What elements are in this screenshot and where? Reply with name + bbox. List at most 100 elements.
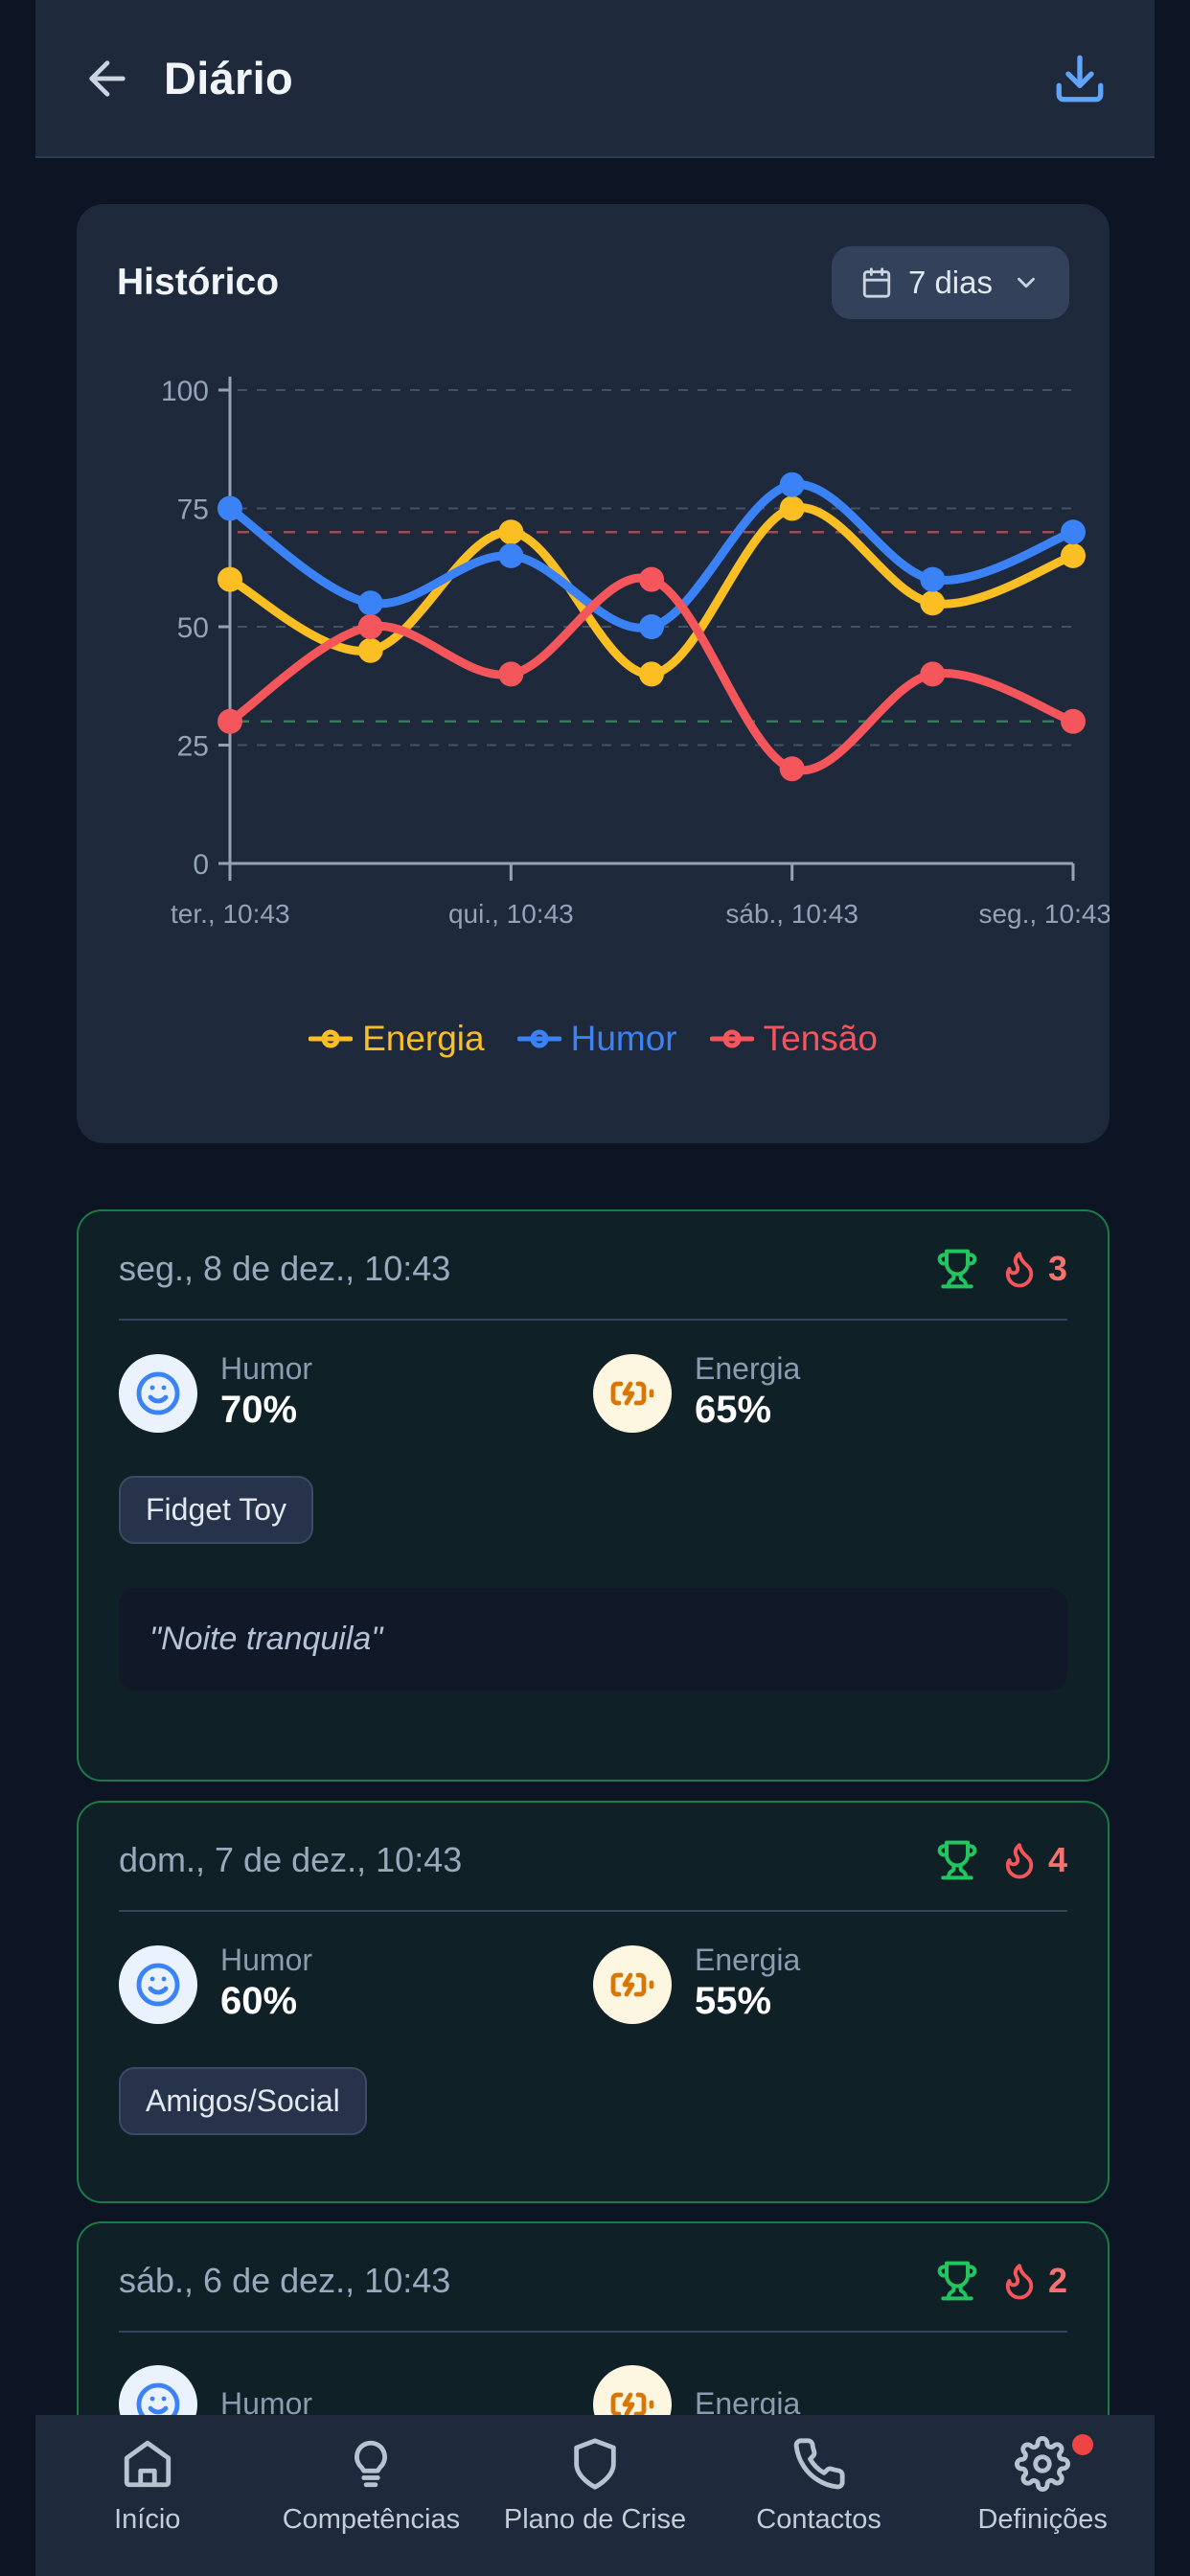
entry-divider	[119, 1319, 1067, 1321]
entry-note: "Noite tranquila"	[119, 1587, 1067, 1690]
x-axis-tick-label: ter., 10:43	[171, 899, 290, 929]
chart-point-tensão[interactable]	[357, 614, 383, 639]
metric-mood-text: Humor 70%	[220, 1351, 313, 1434]
nav-item-label: Contactos	[756, 2504, 881, 2535]
chart-point-humor[interactable]	[357, 590, 383, 616]
metric-energy-label: Energia	[695, 1351, 801, 1386]
entry-tag[interactable]: Fidget Toy	[119, 1475, 314, 1544]
legend-item-tensão[interactable]: Tensão	[709, 1019, 878, 1059]
legend-marker-icon	[516, 1029, 561, 1048]
metric-mood-value: 60%	[220, 1979, 298, 2022]
metric-energy-label: Energia	[695, 1943, 801, 1977]
nav-item-compet-ncias[interactable]: Competências	[260, 2436, 484, 2536]
chart-point-tensão[interactable]	[779, 756, 805, 782]
legend-marker-icon	[709, 1029, 754, 1048]
nav-item-contactos[interactable]: Contactos	[707, 2436, 931, 2536]
chart-point-energia[interactable]	[779, 495, 805, 521]
nav-item-defini-es[interactable]: Definições	[930, 2434, 1155, 2536]
metric-mood-label: Humor	[220, 2386, 313, 2422]
legend-item-energia[interactable]: Energia	[309, 1019, 485, 1059]
flame-icon	[1005, 2264, 1034, 2300]
x-axis-tick-label: sáb., 10:43	[725, 899, 858, 929]
chart-point-humor[interactable]	[498, 542, 524, 568]
entry-date: sáb., 6 de dez., 10:43	[119, 2261, 451, 2300]
y-axis-tick-label: 25	[177, 731, 209, 763]
diary-entry-card[interactable]: seg., 8 de dez., 10:43 3 Humor 70% Energia 65…	[77, 1209, 1110, 1782]
chart-card-header: Histórico 7 dias	[77, 204, 1110, 319]
metric-mood-text: Humor	[220, 2388, 312, 2421]
entry-tags: Fidget Toy	[79, 1434, 1108, 1544]
metric-mood: Humor 60%	[119, 1944, 593, 2025]
chart-point-energia[interactable]	[920, 590, 946, 616]
metric-mood: Humor 70%	[119, 1351, 593, 1434]
chart-point-tensão[interactable]	[498, 661, 524, 687]
y-axis-tick-label: 50	[177, 612, 209, 644]
entry-header: seg., 8 de dez., 10:43 3	[79, 1211, 1108, 1290]
legend-marker-icon	[309, 1029, 354, 1048]
chart-point-energia[interactable]	[1061, 542, 1086, 568]
chart-point-tensão[interactable]	[217, 708, 242, 734]
range-selector[interactable]: 7 dias	[831, 246, 1069, 319]
chart-point-energia[interactable]	[498, 519, 524, 545]
chart-point-humor[interactable]	[217, 495, 242, 521]
chart-point-energia[interactable]	[639, 661, 664, 687]
metric-energy-text: Energia 65%	[695, 1351, 801, 1434]
calendar-icon	[862, 267, 891, 298]
metric-energy-bubble	[593, 1944, 672, 2024]
line-chart-svg: 0 25 50 75 100 ter., 10:43 qui., 10:43 sáb., 10…	[161, 376, 1110, 929]
back-button[interactable]	[72, 43, 143, 114]
diary-entry-card[interactable]: dom., 7 de dez., 10:43 4 Humor 60% Energia 55…	[77, 1801, 1110, 2203]
chart-point-energia[interactable]	[357, 637, 383, 663]
entry-tags: Amigos/Social	[79, 2025, 1108, 2135]
entry-divider	[119, 2331, 1067, 2333]
chevron-down-icon	[1018, 277, 1035, 288]
nav-icon-wrap	[567, 2436, 623, 2492]
download-button[interactable]	[1041, 40, 1118, 117]
chart-title: Histórico	[117, 262, 280, 303]
chart-point-tensão[interactable]	[639, 566, 664, 592]
streak-count: 3	[1047, 1249, 1067, 1288]
chart-point-humor[interactable]	[1061, 519, 1086, 545]
entry-meta: 2	[936, 2260, 1067, 2302]
chart-point-energia[interactable]	[217, 566, 242, 592]
trophy-icon	[937, 1249, 977, 1289]
metric-energy: Energia 55%	[593, 1944, 1067, 2025]
entry-metrics: Humor 70% Energia 65%	[79, 1321, 1108, 1434]
lightbulb-icon	[355, 2440, 388, 2488]
metric-mood-value: 70%	[220, 1388, 298, 1431]
nav-item-in-cio[interactable]: Início	[35, 2436, 260, 2536]
streak-count: 2	[1047, 2261, 1067, 2300]
x-axis-tick-label: seg., 10:43	[978, 899, 1110, 929]
metric-energy-label: Energia	[695, 2386, 801, 2422]
metric-energy-bubble	[593, 1353, 672, 1433]
y-axis-tick-label: 100	[161, 376, 209, 407]
metric-energy: Energia 65%	[593, 1351, 1067, 1434]
chart-point-tensão[interactable]	[1061, 708, 1086, 734]
flame-icon	[1005, 1843, 1034, 1879]
nav-icon-wrap	[120, 2436, 175, 2492]
chart-point-humor[interactable]	[779, 472, 805, 497]
entry-divider	[119, 1910, 1067, 1912]
metric-mood-label: Humor	[220, 1351, 313, 1386]
streak-badge: 2	[999, 2261, 1067, 2301]
page-title: Diário	[164, 53, 293, 104]
home-icon	[124, 2440, 171, 2488]
nav-item-label: Plano de Crise	[503, 2504, 687, 2535]
metric-mood-bubble	[119, 1353, 197, 1433]
chart-point-humor[interactable]	[920, 566, 946, 592]
nav-item-label: Início	[114, 2504, 181, 2535]
chart-point-humor[interactable]	[639, 614, 664, 639]
range-selector-label: 7 dias	[907, 264, 993, 300]
legend-label: Humor	[570, 1019, 677, 1058]
nav-icon-wrap	[791, 2436, 847, 2492]
entry-tag[interactable]: Amigos/Social	[119, 2066, 367, 2135]
legend-item-humor[interactable]: Humor	[516, 1019, 677, 1059]
smiley-face-icon	[136, 1963, 180, 2007]
streak-count: 4	[1047, 1840, 1067, 1879]
metric-energy-text: Energia 55%	[695, 1944, 800, 2025]
metric-mood-label: Humor	[220, 1943, 313, 1977]
nav-item-plano-de-crise[interactable]: Plano de Crise	[483, 2436, 707, 2536]
chart-point-tensão[interactable]	[920, 661, 946, 687]
phone-icon	[793, 2438, 845, 2490]
nav-icon-wrap	[343, 2436, 399, 2492]
